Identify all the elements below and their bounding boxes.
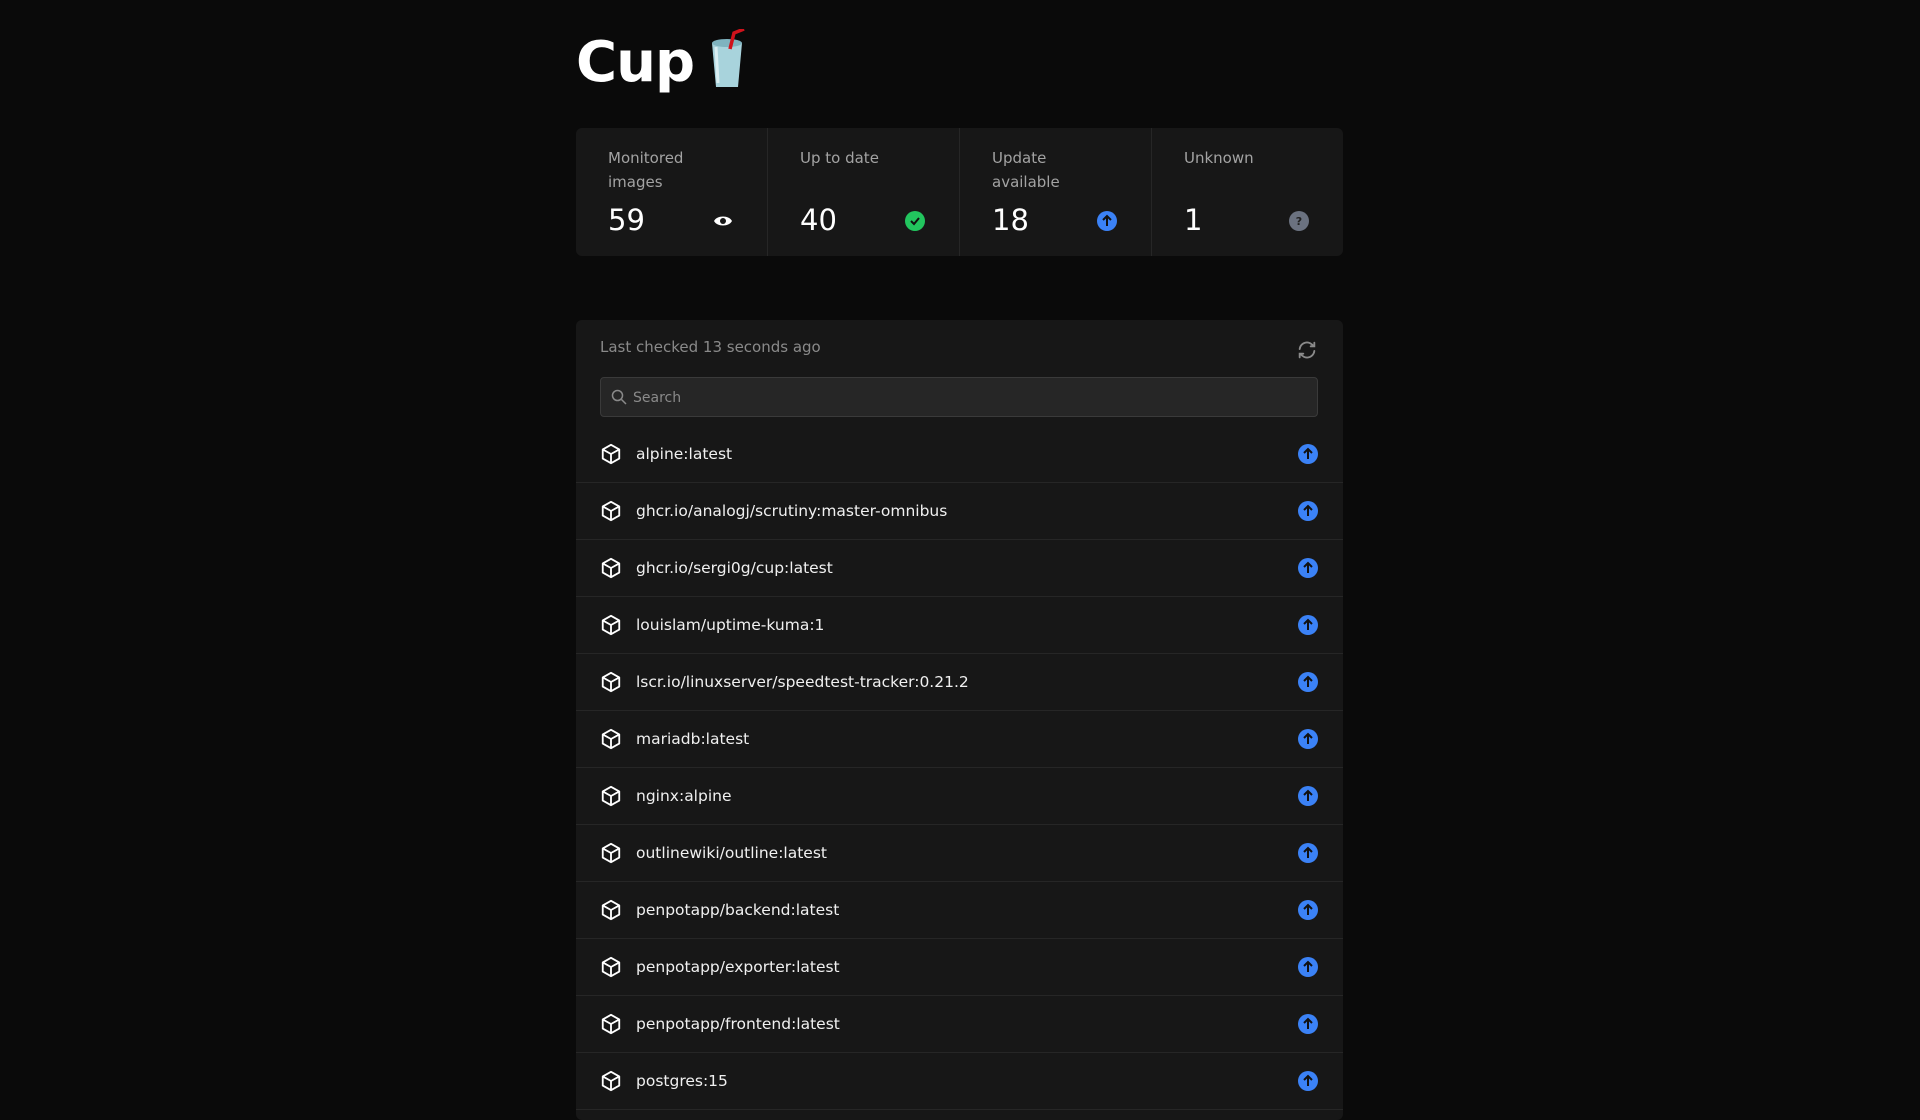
image-list-item[interactable]: postgres:15: [576, 1053, 1343, 1110]
package-icon: [601, 785, 621, 807]
arrow-up-circle-icon: [1298, 558, 1318, 578]
image-name: penpotapp/frontend:latest: [636, 1015, 840, 1033]
package-icon: [601, 671, 621, 693]
question-circle-icon: ?: [1289, 211, 1309, 231]
package-icon: [601, 842, 621, 864]
arrow-up-circle-icon: [1298, 672, 1318, 692]
arrow-up-circle-icon: [1298, 729, 1318, 749]
image-list-item[interactable]: outlinewiki/outline:latest: [576, 825, 1343, 882]
arrow-up-circle-icon: [1298, 501, 1318, 521]
cup-logo-icon: [712, 28, 745, 87]
image-name: alpine:latest: [636, 445, 733, 463]
image-name: ghcr.io/sergi0g/cup:latest: [636, 559, 833, 577]
image-list-item[interactable]: ghcr.io/analogj/scrutiny:master-omnibus: [576, 483, 1343, 540]
images-panel: Last checked 13 seconds ago alpine:lates…: [576, 320, 1343, 1120]
image-list-item[interactable]: louislam/uptime-kuma:1: [576, 597, 1343, 654]
image-name: postgres:15: [636, 1072, 728, 1090]
stat-value: 59: [608, 203, 645, 237]
image-list-item[interactable]: ghcr.io/sergi0g/cup:latest: [576, 540, 1343, 597]
image-name: nginx:alpine: [636, 787, 732, 805]
stat-label: Unknown: [1184, 149, 1254, 167]
arrow-up-circle-icon: [1298, 957, 1318, 977]
arrow-up-circle-icon: [1298, 1014, 1318, 1034]
stat-unknown: Unknown 1 ?: [1152, 128, 1343, 256]
search-field[interactable]: [600, 377, 1318, 418]
package-icon: [601, 956, 621, 978]
stat-value: 40: [800, 203, 837, 237]
svg-text:?: ?: [1296, 215, 1302, 228]
image-list-item[interactable]: penpotapp/exporter:latest: [576, 939, 1343, 996]
image-name: ghcr.io/analogj/scrutiny:master-omnibus: [636, 502, 948, 520]
refresh-icon[interactable]: [1296, 339, 1318, 361]
image-name: louislam/uptime-kuma:1: [636, 616, 825, 634]
package-icon: [601, 443, 621, 465]
eye-icon: [714, 216, 732, 226]
image-list-item[interactable]: mariadb:latest: [576, 711, 1343, 768]
stat-update-available: Update available 18: [960, 128, 1152, 256]
search-icon: [611, 389, 627, 405]
stat-monitored: Monitored images 59: [576, 128, 768, 256]
stat-value: 1: [1184, 203, 1203, 237]
image-name: mariadb:latest: [636, 730, 750, 748]
package-icon: [601, 557, 621, 579]
image-list-item[interactable]: penpotapp/frontend:latest: [576, 996, 1343, 1053]
image-list-item[interactable]: nginx:alpine: [576, 768, 1343, 825]
stat-value: 18: [992, 203, 1029, 237]
stat-label: Monitored images: [608, 149, 684, 191]
last-checked-text: Last checked 13 seconds ago: [600, 338, 821, 356]
image-list-item[interactable]: penpotapp/backend:latest: [576, 882, 1343, 939]
arrow-up-circle-icon: [1298, 615, 1318, 635]
search-input[interactable]: [631, 378, 1295, 418]
arrow-up-circle-icon: [1298, 444, 1318, 464]
stat-label: Update available: [992, 149, 1060, 191]
package-icon: [601, 500, 621, 522]
arrow-up-circle-icon: [1097, 211, 1117, 231]
image-list-item[interactable]: lscr.io/linuxserver/speedtest-tracker:0.…: [576, 654, 1343, 711]
page-title: Cup: [576, 28, 746, 95]
package-icon: [601, 614, 621, 636]
stats-bar: Monitored images 59 Up to date 40 Update…: [576, 128, 1343, 256]
package-icon: [601, 728, 621, 750]
image-name: outlinewiki/outline:latest: [636, 844, 827, 862]
app-title: Cup: [576, 30, 695, 95]
image-list-item[interactable]: alpine:latest: [576, 426, 1343, 483]
image-name: penpotapp/exporter:latest: [636, 958, 840, 976]
arrow-up-circle-icon: [1298, 786, 1318, 806]
package-icon: [601, 899, 621, 921]
arrow-up-circle-icon: [1298, 900, 1318, 920]
check-circle-icon: [905, 211, 925, 231]
stat-label: Up to date: [800, 149, 879, 167]
package-icon: [601, 1070, 621, 1092]
arrow-up-circle-icon: [1298, 1071, 1318, 1091]
image-name: penpotapp/backend:latest: [636, 901, 840, 919]
arrow-up-circle-icon: [1298, 843, 1318, 863]
image-name: lscr.io/linuxserver/speedtest-tracker:0.…: [636, 673, 969, 691]
package-icon: [601, 1013, 621, 1035]
stat-up-to-date: Up to date 40: [768, 128, 960, 256]
image-list: alpine:latest ghcr.io/analogj/scrutiny:m…: [576, 426, 1343, 1110]
